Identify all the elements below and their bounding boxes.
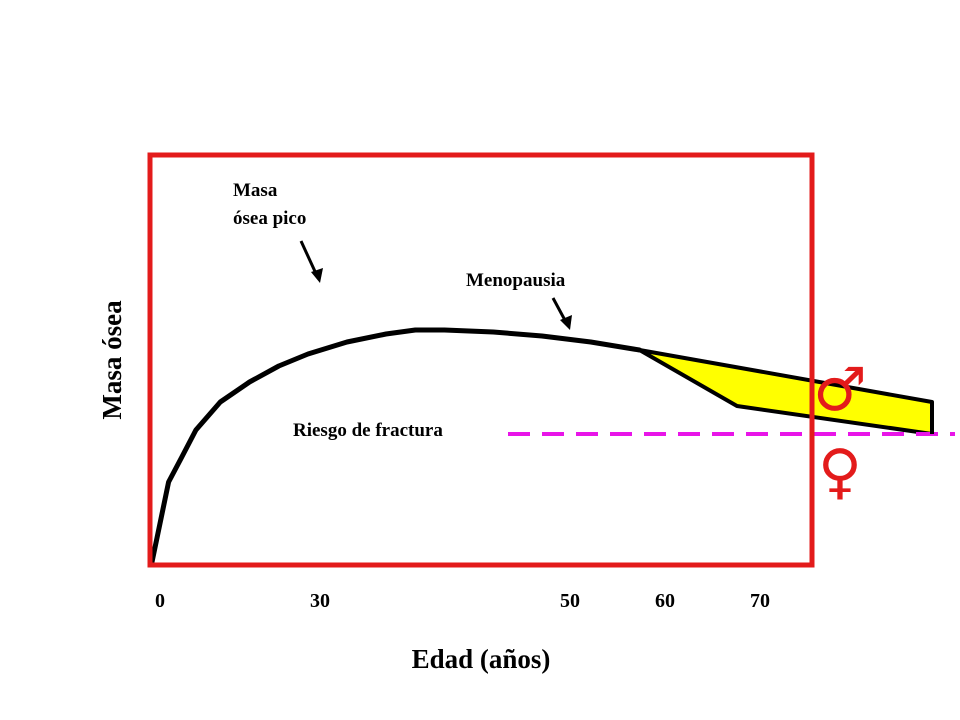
menopause-arrowhead [560, 315, 572, 330]
peak-arrowhead [311, 268, 323, 283]
y-axis-title: Masa ósea [97, 300, 127, 420]
plot-frame [147, 152, 815, 568]
female-symbol-icon: ♀ [818, 437, 862, 507]
bone-mass-curve [149, 327, 642, 565]
menopause-label: Menopausia [466, 270, 566, 291]
male-symbol-icon: ♂ [813, 355, 867, 425]
bone-loss-gap-area [637, 348, 934, 436]
x-tick-label: 50 [560, 590, 580, 612]
x-tick-label: 0 [155, 590, 165, 612]
x-tick-label: 30 [310, 590, 330, 612]
x-tick-label: 60 [655, 590, 675, 612]
peak-label-line2: ósea pico [233, 208, 306, 229]
fracture-risk-label: Riesgo de fractura [293, 420, 443, 441]
x-tick-label: 70 [750, 590, 770, 612]
x-axis-title: Edad (años) [412, 644, 551, 674]
peak-label-line1: Masa [233, 180, 278, 201]
